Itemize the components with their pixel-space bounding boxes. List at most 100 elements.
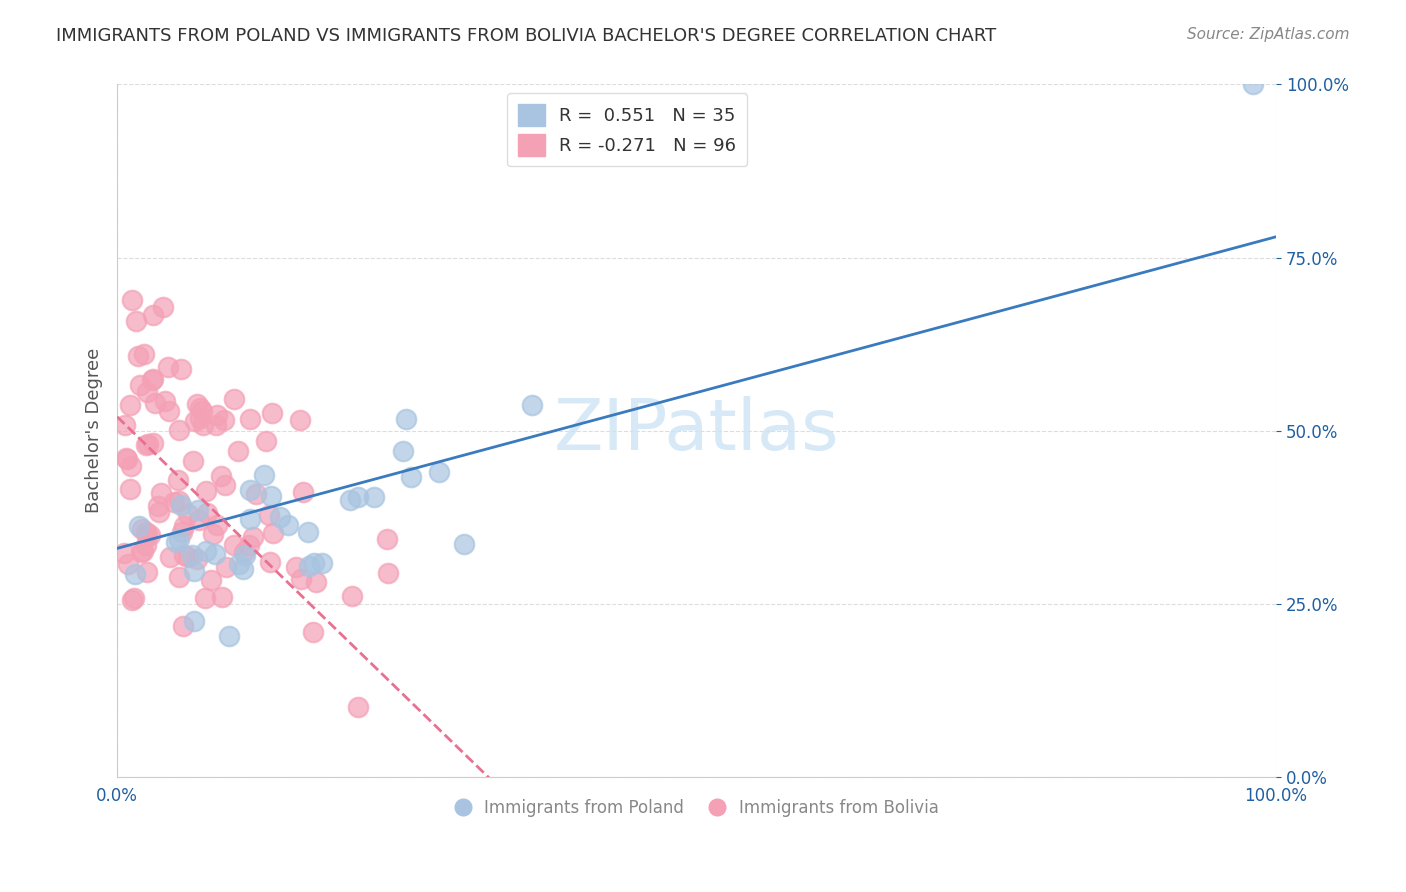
Point xyxy=(136,436,159,450)
Point xyxy=(242,531,264,545)
Point xyxy=(135,524,157,539)
Point xyxy=(202,527,225,541)
Point xyxy=(238,538,260,552)
Point xyxy=(188,401,211,415)
Point xyxy=(1241,78,1264,92)
Point xyxy=(141,372,163,386)
Point xyxy=(132,544,155,558)
Point xyxy=(167,532,190,546)
Point xyxy=(346,490,368,504)
Point xyxy=(135,528,157,542)
Point xyxy=(115,452,138,467)
Point xyxy=(288,413,311,427)
Point xyxy=(157,404,180,418)
Point xyxy=(148,505,170,519)
Point xyxy=(183,564,205,578)
Point xyxy=(121,293,143,307)
Point xyxy=(132,347,155,361)
Point xyxy=(302,557,325,571)
Point xyxy=(152,300,174,314)
Point xyxy=(143,396,166,410)
Point xyxy=(194,484,217,499)
Point xyxy=(395,411,418,425)
Point xyxy=(181,548,204,562)
Point xyxy=(157,359,180,374)
Point xyxy=(285,560,308,574)
Y-axis label: Bachelor's Degree: Bachelor's Degree xyxy=(86,348,103,513)
Point xyxy=(245,486,267,500)
Point xyxy=(347,700,370,714)
Point xyxy=(377,566,399,580)
Point xyxy=(363,490,385,504)
Point xyxy=(195,543,218,558)
Point xyxy=(135,438,157,452)
Point xyxy=(218,629,240,643)
Point xyxy=(191,418,214,433)
Point xyxy=(311,556,333,570)
Point xyxy=(186,397,208,411)
Point xyxy=(254,434,277,448)
Point xyxy=(232,562,254,576)
Point xyxy=(342,590,364,604)
Point xyxy=(290,572,312,586)
Point xyxy=(375,532,398,546)
Point xyxy=(131,522,153,536)
Point xyxy=(112,546,135,560)
Point xyxy=(233,545,256,559)
Point xyxy=(194,591,217,606)
Point xyxy=(453,537,475,551)
Point xyxy=(224,392,246,406)
Point xyxy=(259,555,281,569)
Point xyxy=(214,478,236,492)
Point xyxy=(124,567,146,582)
Point xyxy=(239,483,262,497)
Text: IMMIGRANTS FROM POLAND VS IMMIGRANTS FROM BOLIVIA BACHELOR'S DEGREE CORRELATION : IMMIGRANTS FROM POLAND VS IMMIGRANTS FRO… xyxy=(56,27,997,45)
Point xyxy=(239,512,262,526)
Legend: Immigrants from Poland, Immigrants from Bolivia: Immigrants from Poland, Immigrants from … xyxy=(447,793,946,824)
Point xyxy=(120,398,142,412)
Point xyxy=(142,436,165,450)
Point xyxy=(212,413,235,427)
Point xyxy=(153,393,176,408)
Point xyxy=(128,519,150,533)
Point xyxy=(170,498,193,512)
Point xyxy=(170,362,193,376)
Point xyxy=(222,538,245,552)
Point xyxy=(127,349,149,363)
Point xyxy=(520,398,543,412)
Point xyxy=(167,570,190,584)
Point xyxy=(124,314,146,328)
Point xyxy=(298,558,321,573)
Point xyxy=(259,508,281,523)
Point xyxy=(122,591,145,606)
Point xyxy=(200,573,222,587)
Point xyxy=(262,525,284,540)
Point xyxy=(165,534,187,549)
Point xyxy=(114,418,136,433)
Point xyxy=(129,545,152,559)
Point xyxy=(269,509,291,524)
Point xyxy=(163,495,186,509)
Point xyxy=(205,409,228,423)
Point xyxy=(188,513,211,527)
Point xyxy=(129,378,152,392)
Point xyxy=(142,372,165,386)
Point xyxy=(427,466,450,480)
Point xyxy=(136,565,159,579)
Text: Source: ZipAtlas.com: Source: ZipAtlas.com xyxy=(1187,27,1350,42)
Point xyxy=(136,384,159,399)
Point xyxy=(191,404,214,418)
Point xyxy=(183,414,205,428)
Point xyxy=(120,458,142,473)
Point xyxy=(188,411,211,425)
Point xyxy=(159,549,181,564)
Point xyxy=(277,517,299,532)
Point xyxy=(146,499,169,513)
Point xyxy=(233,549,256,563)
Point xyxy=(135,538,157,552)
Point xyxy=(392,444,415,458)
Point xyxy=(142,308,165,322)
Point xyxy=(215,560,238,574)
Point xyxy=(301,625,323,640)
Point xyxy=(186,552,208,566)
